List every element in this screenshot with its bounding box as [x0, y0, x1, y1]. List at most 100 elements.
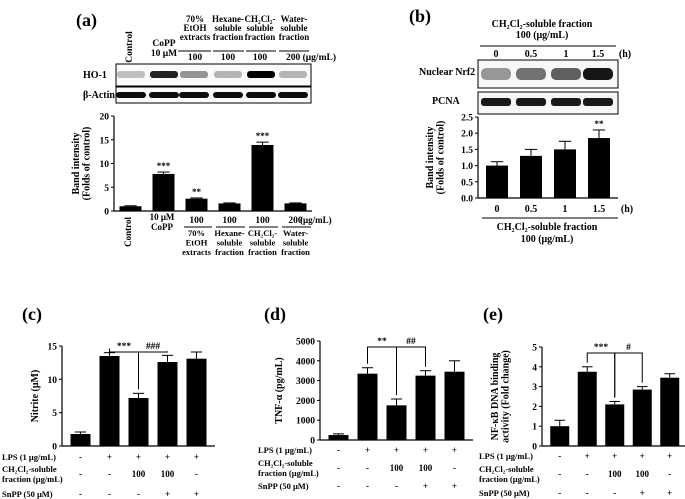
bracket-label: ***: [594, 343, 609, 353]
band-nrf2: [481, 68, 511, 80]
bar: [632, 389, 652, 446]
x-label-fraction: 70%: [188, 228, 205, 238]
bar: [577, 371, 597, 446]
blot-header-hexane: fraction: [213, 32, 244, 42]
bar: [119, 206, 142, 211]
treatment-cell: -: [586, 469, 589, 479]
x-label-fraction: fraction: [281, 247, 310, 257]
band-actin: [179, 92, 209, 98]
chart-d: 0 1000 2000 3000 4000 5000 TNF-α (pg/mL) ** ## LP…: [258, 337, 473, 491]
x-label-fraction: soluble: [217, 238, 243, 248]
treatment-label: CH₂Cl₂-soluble: [2, 464, 57, 474]
treatment-cell: +: [452, 445, 457, 455]
treatment-label: LPS (1 μg/mL): [258, 445, 312, 455]
treatment-label: CH₂Cl₂-soluble: [479, 464, 534, 474]
y-tick-label: 1.0: [461, 162, 473, 172]
bracket-label: ##: [406, 337, 416, 347]
treatment-cell: -: [79, 452, 82, 462]
y-tick-label: 2.0: [461, 130, 473, 140]
y-tick-label: 5: [104, 184, 109, 194]
treatment-cell: -: [108, 489, 111, 499]
significance-label: **: [192, 187, 202, 197]
treatment-cell: -: [337, 445, 340, 455]
panel-label-e: (e): [483, 304, 503, 325]
bar: [486, 165, 508, 198]
bar: [588, 138, 610, 198]
bar: [70, 434, 91, 446]
blot-header-ch2cl2: fraction: [245, 32, 276, 42]
treatment-label: LPS (1 μg/mL): [479, 451, 533, 461]
bar: [357, 373, 378, 440]
y-axis-title: activity (Fold change): [500, 350, 511, 443]
significance-label: **: [595, 119, 605, 129]
band-pcna: [516, 98, 546, 106]
bar: [386, 405, 407, 440]
x-label-copp: CoPP: [151, 222, 173, 232]
blot-header-etoh: EtOH: [183, 23, 206, 33]
y-tick-label: 0.5: [461, 178, 473, 188]
bar: [284, 203, 307, 211]
bar: [185, 198, 208, 211]
y-tick-label: 0: [104, 208, 109, 218]
treatment-cell: -: [366, 463, 369, 473]
band-actin: [278, 92, 308, 98]
band-actin: [213, 92, 243, 98]
y-axis-title: (Folds of control): [81, 127, 92, 201]
blot-header-hexane: soluble: [214, 23, 241, 33]
y-tick-label: 0: [310, 437, 315, 447]
treatment-label: fraction (μg/mL): [2, 474, 63, 484]
treatment-cell: 100: [419, 463, 433, 473]
panel-label-b: (b): [409, 6, 431, 27]
blot-header-etoh: 70%: [186, 14, 204, 24]
y-tick-label: 3000: [296, 377, 315, 387]
treatment-cell: -: [668, 469, 671, 479]
y-tick-label: 5: [52, 409, 57, 419]
band-actin: [246, 92, 276, 98]
bar: [157, 362, 178, 446]
blot-row-label-pcna: PCNA: [432, 96, 461, 107]
x-label-fraction: EtOH: [186, 238, 208, 248]
bracket-label: #: [626, 343, 631, 353]
significance-label: ***: [157, 161, 171, 171]
treatment-cell: -: [337, 481, 340, 491]
time-label: 0.5: [525, 49, 538, 60]
x-tick-label: 0.5: [525, 204, 538, 215]
blot-title: 100 (μg/mL): [516, 30, 569, 41]
x-label-dose: 200: [288, 216, 303, 226]
blot-row-label-ho1: HO-1: [83, 70, 107, 81]
treatment-cell: +: [585, 451, 590, 461]
treatment-cell: -: [79, 469, 82, 479]
treatment-cell: -: [395, 481, 398, 491]
treatment-cell: -: [108, 469, 111, 479]
bracket-label: **: [377, 337, 387, 347]
y-axis-title: TNF-α (pg/mL): [274, 357, 285, 423]
y-tick-label: 10: [48, 376, 58, 386]
bar: [152, 173, 175, 211]
blot-header-control: Control: [125, 31, 135, 63]
chart-e: 0 1 2 3 4 5 NF-κB DNA binding activity (Fold ch…: [479, 343, 685, 498]
y-tick-label: 15: [100, 136, 110, 146]
band-ho1: [150, 71, 178, 78]
y-tick-label: 0: [52, 443, 57, 453]
y-tick-label: 1.5: [461, 146, 473, 156]
y-axis-title: Nitrite (μM): [30, 370, 41, 423]
y-tick-label: 2.5: [461, 114, 473, 124]
treatment-cell: -: [613, 488, 616, 498]
blot-header-ch2cl2: CH₂Cl₂-: [245, 14, 276, 24]
band-nrf2: [551, 68, 581, 80]
time-label: 1.5: [592, 49, 605, 60]
treatment-cell: -: [137, 489, 140, 499]
y-tick-label: 3: [532, 383, 537, 393]
treatment-cell: +: [194, 452, 199, 462]
blot-header-water: fraction: [279, 32, 310, 42]
x-label-fraction: soluble: [283, 238, 309, 248]
y-tick-label: 20: [100, 113, 110, 123]
x-label-dose: 100: [222, 216, 237, 226]
panel-label-d: (d): [264, 304, 286, 325]
y-tick-label: 4000: [296, 357, 315, 367]
bar: [660, 377, 680, 446]
treatment-cell: 100: [636, 469, 650, 479]
